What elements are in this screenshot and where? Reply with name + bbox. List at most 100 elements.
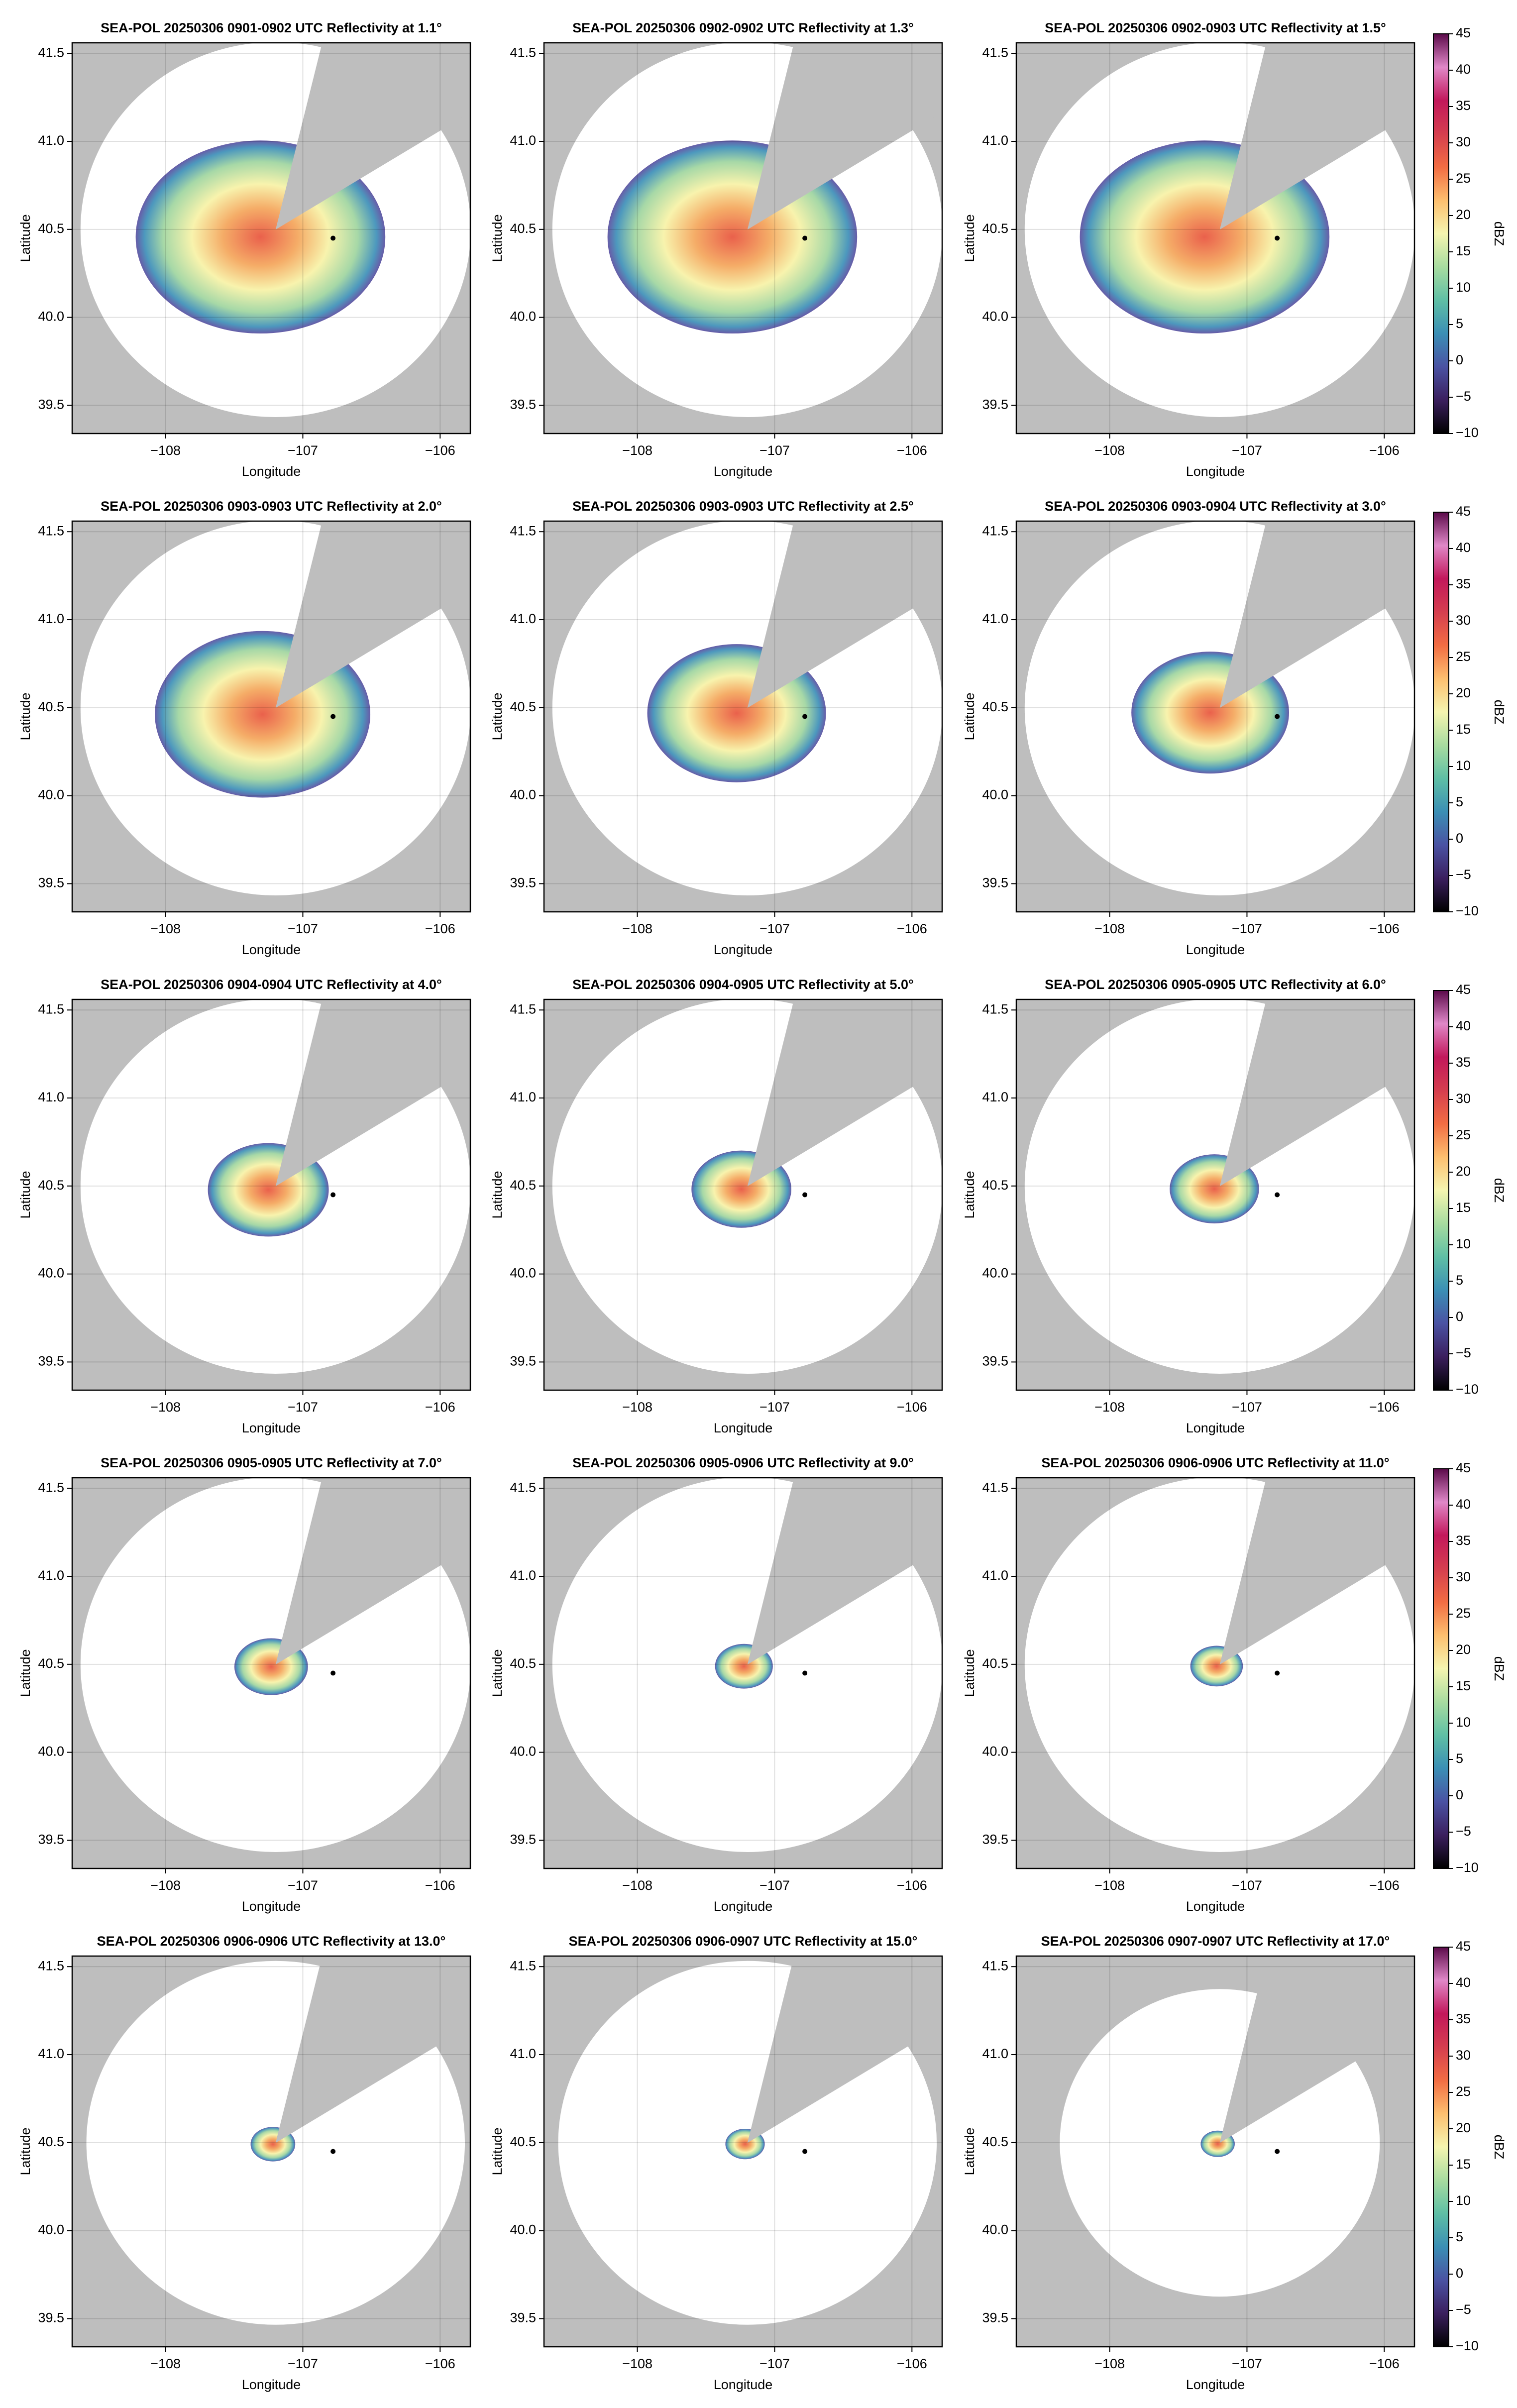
plot-area bbox=[1016, 999, 1414, 1390]
x-tick-label: −108 bbox=[622, 443, 652, 458]
plot-area bbox=[1016, 43, 1414, 434]
x-tick-label: −107 bbox=[759, 921, 790, 936]
y-tick-label: 41.0 bbox=[38, 1090, 64, 1104]
plot-area bbox=[72, 1478, 470, 1868]
y-axis-label: Latitude bbox=[18, 2127, 33, 2175]
y-tick-label: 40.0 bbox=[38, 1744, 64, 1759]
site-marker bbox=[1275, 1192, 1280, 1198]
colorbar-tick-label: 35 bbox=[1456, 576, 1471, 591]
blocked-sector bbox=[275, 1478, 470, 1665]
y-tick-label: 39.5 bbox=[510, 1832, 536, 1847]
y-axis-label: Latitude bbox=[18, 692, 33, 740]
panel: −108 −107 −106 39.5 40.0 40.5 41.0 41.5 SEA-POL … bbox=[18, 20, 471, 479]
panel: −108 −107 −106 39.5 40.0 40.5 41.0 41.5 SEA-POL … bbox=[490, 499, 943, 957]
x-axis-label: Longitude bbox=[242, 942, 301, 957]
y-axis-label: Latitude bbox=[490, 692, 505, 740]
colorbar-tick-label: 25 bbox=[1456, 1127, 1471, 1142]
y-tick-label: 41.0 bbox=[510, 611, 536, 626]
chart-title: SEA-POL 20250306 0904-0905 UTC Reflectiv… bbox=[572, 977, 914, 992]
y-tick-label: 39.5 bbox=[510, 397, 536, 412]
y-tick-label: 41.0 bbox=[38, 2046, 64, 2061]
chart-title: SEA-POL 20250306 0906-0906 UTC Reflectiv… bbox=[1041, 1455, 1389, 1470]
axes-frame bbox=[543, 1955, 943, 2348]
x-tick-label: −107 bbox=[288, 1878, 318, 1893]
y-tick-label: 39.5 bbox=[510, 876, 536, 890]
panel: −108 −107 −106 39.5 40.0 40.5 41.0 41.5 SEA-POL … bbox=[490, 977, 943, 1435]
colorbar-tick-label: −5 bbox=[1456, 1824, 1471, 1839]
colorbar-label: dBZ bbox=[1492, 2135, 1507, 2160]
colorbar-tick-label: 40 bbox=[1456, 62, 1471, 77]
y-tick-label: 39.5 bbox=[38, 2310, 64, 2325]
plot-area bbox=[544, 1478, 942, 1868]
x-tick-label: −107 bbox=[288, 1400, 318, 1415]
panel: −108 −107 −106 39.5 40.0 40.5 41.0 41.5 SEA-POL … bbox=[962, 977, 1507, 1435]
y-tick-label: 40.0 bbox=[982, 2222, 1008, 2237]
plot-area bbox=[544, 1956, 942, 2347]
colorbar-tick-label: 0 bbox=[1456, 1787, 1463, 1802]
y-tick-label: 40.5 bbox=[38, 699, 64, 714]
site-marker bbox=[330, 714, 336, 719]
plot-area bbox=[1016, 521, 1414, 912]
y-axis-label: Latitude bbox=[18, 1171, 33, 1218]
site-marker bbox=[1275, 235, 1280, 241]
chart-title: SEA-POL 20250306 0904-0904 UTC Reflectiv… bbox=[101, 977, 442, 992]
axes-frame bbox=[1015, 1955, 1415, 2348]
colorbar-tick-label: 35 bbox=[1456, 1055, 1471, 1070]
colorbar-tick-label: 0 bbox=[1456, 1309, 1463, 1324]
site-marker bbox=[802, 1192, 808, 1198]
colorbar-tick-label: −10 bbox=[1456, 425, 1479, 440]
colorbar-tick-label: −10 bbox=[1456, 1860, 1479, 1875]
colorbar-tick-label: 30 bbox=[1456, 2048, 1471, 2063]
colorbar-label: dBZ bbox=[1492, 221, 1507, 246]
plot-area bbox=[544, 521, 942, 912]
y-axis-label: Latitude bbox=[490, 1171, 505, 1218]
colorbar-tick-label: 0 bbox=[1456, 352, 1463, 367]
colorbar-tick-label: 20 bbox=[1456, 2120, 1471, 2135]
x-tick-label: −108 bbox=[150, 1400, 181, 1415]
x-tick-label: −106 bbox=[897, 1878, 927, 1893]
x-tick-label: −107 bbox=[759, 2356, 790, 2371]
chart-title: SEA-POL 20250306 0907-0907 UTC Reflectiv… bbox=[1041, 1934, 1390, 1949]
y-tick-label: 41.5 bbox=[982, 1001, 1008, 1016]
blocked-sector bbox=[275, 999, 470, 1187]
chart-title: SEA-POL 20250306 0903-0904 UTC Reflectiv… bbox=[1045, 499, 1386, 514]
x-tick-label: −107 bbox=[288, 443, 318, 458]
x-axis-label: Longitude bbox=[1186, 464, 1245, 479]
chart-title: SEA-POL 20250306 0905-0905 UTC Reflectiv… bbox=[1045, 977, 1386, 992]
axes-frame bbox=[543, 998, 943, 1391]
colorbar bbox=[1433, 1468, 1449, 1869]
colorbar-tick-label: 0 bbox=[1456, 2266, 1463, 2281]
colorbar-tick-label: 15 bbox=[1456, 2157, 1471, 2172]
y-tick-label: 41.5 bbox=[982, 1958, 1008, 1973]
y-tick-label: 39.5 bbox=[510, 1354, 536, 1369]
y-tick-label: 40.5 bbox=[510, 2134, 536, 2149]
colorbar-tick-label: 5 bbox=[1456, 316, 1463, 331]
y-tick-label: 39.5 bbox=[982, 1832, 1008, 1847]
colorbar-tick-label: 20 bbox=[1456, 685, 1471, 700]
y-tick-label: 41.0 bbox=[510, 2046, 536, 2061]
blocked-sector bbox=[747, 1478, 942, 1665]
y-tick-label: 40.0 bbox=[510, 309, 536, 324]
colorbar-tick-label: 5 bbox=[1456, 2229, 1463, 2244]
site-marker bbox=[802, 714, 808, 719]
plot-area bbox=[544, 999, 942, 1390]
colorbar bbox=[1433, 990, 1449, 1391]
plot-area bbox=[72, 1956, 470, 2347]
x-tick-label: −108 bbox=[150, 921, 181, 936]
y-tick-label: 41.0 bbox=[510, 133, 536, 148]
colorbar-tick-label: 15 bbox=[1456, 243, 1471, 258]
y-tick-label: 40.0 bbox=[38, 787, 64, 802]
y-tick-label: 40.5 bbox=[982, 699, 1008, 714]
x-tick-label: −106 bbox=[897, 2356, 927, 2371]
site-marker bbox=[802, 2149, 808, 2154]
x-axis-label: Longitude bbox=[714, 942, 773, 957]
x-tick-label: −106 bbox=[425, 2356, 455, 2371]
x-tick-label: −106 bbox=[897, 443, 927, 458]
x-axis-label: Longitude bbox=[242, 1421, 301, 1435]
colorbar-label: dBZ bbox=[1492, 700, 1507, 725]
y-tick-label: 41.5 bbox=[38, 45, 64, 60]
y-tick-label: 40.0 bbox=[982, 1266, 1008, 1281]
y-tick-label: 40.0 bbox=[982, 309, 1008, 324]
colorbar bbox=[1433, 1947, 1449, 2347]
blocked-sector bbox=[275, 43, 470, 230]
